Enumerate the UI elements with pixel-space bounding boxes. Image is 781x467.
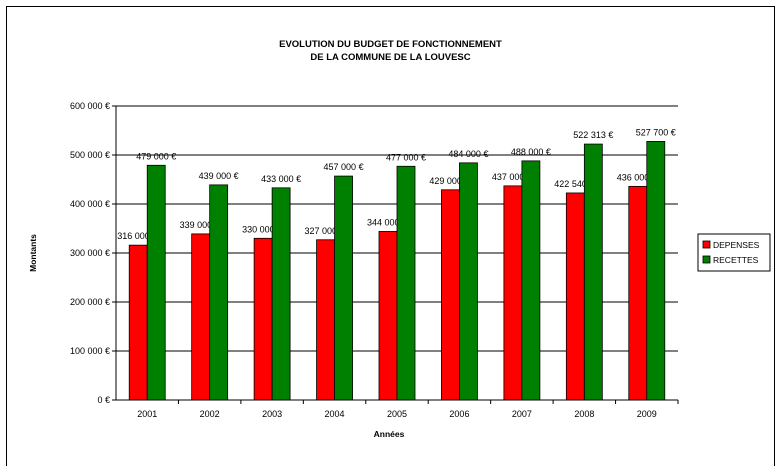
bar-depenses [628,185,648,401]
bar-recettes [521,160,541,401]
y-tick-label: 500 000 € [70,150,110,160]
x-tick-label: 2008 [574,409,594,419]
bar-depenses [316,239,335,401]
data-label: 433 000 € [261,174,301,184]
data-label: 330 000 € [242,224,282,234]
data-label: 327 000 € [305,226,345,236]
data-label: 522 313 € [573,130,613,140]
bar-depenses [253,237,273,401]
y-tick-label: 600 000 € [70,101,110,111]
legend-label-depenses: DEPENSES [713,240,760,250]
x-tick-label: 2007 [512,409,532,419]
bar-depenses [565,192,585,401]
chart-title-line-1: EVOLUTION DU BUDGET DE FONCTIONNEMENT [279,39,502,50]
x-tick-label: 2006 [449,409,469,419]
bar-depenses [191,233,211,401]
bar-depenses [128,244,148,401]
legend-swatch-depenses [702,240,711,249]
data-label: 488 000 € [511,147,551,157]
bar-recettes [646,141,666,401]
y-tick-label: 100 000 € [70,346,110,356]
y-tick-label: 300 000 € [70,248,110,258]
x-tick-label: 2009 [637,409,657,419]
legend: DEPENSES RECETTES [697,233,771,272]
data-label: 344 000 € [367,217,407,227]
data-label: 437 000 € [492,172,532,182]
data-label: 316 000 € [117,231,157,241]
x-tick-label: 2001 [137,409,157,419]
x-tick-label: 2002 [200,409,220,419]
bar-recettes [583,143,603,401]
legend-swatch-recettes [702,255,711,264]
data-label: 477 000 € [386,152,426,162]
bar-depenses [441,189,460,401]
x-axis-label: Années [374,429,405,439]
y-axis-label: Montants [28,234,38,272]
data-label: 439 000 € [199,171,239,181]
bar-depenses [503,185,523,401]
data-label: 422 540 € [554,179,594,189]
plot-area: 0 € 100 000 € 200 000 € 300 000 € 400 000 € 5… [28,101,679,439]
bar-recettes [271,187,291,401]
bar-recettes [334,175,353,401]
data-label: 479 000 € [136,151,176,161]
x-tick-label: 2004 [325,409,345,419]
x-tick-label: 2005 [387,409,407,419]
y-tick-label: 200 000 € [70,297,110,307]
x-tick-label: 2003 [262,409,282,419]
chart-title-line-2: DE LA COMMUNE DE LA LOUVESC [310,52,471,63]
legend-box [697,233,771,272]
bar-recettes [396,165,416,401]
data-label: 436 000 € [617,172,657,182]
bar-recettes [459,162,478,401]
y-tick-label: 400 000 € [70,199,110,209]
y-tick-label: 0 € [97,395,110,405]
data-label: 339 000 € [180,220,220,230]
data-label: 429 000 € [429,176,469,186]
data-label: 484 000 € [448,149,488,159]
bar-recettes [146,164,166,401]
bar-recettes [209,184,229,401]
chart-title: EVOLUTION DU BUDGET DE FONCTIONNEMENT DE… [0,38,781,64]
bar-depenses [378,231,398,401]
data-label: 457 000 € [324,162,364,172]
data-label: 527 700 € [636,127,676,137]
legend-label-recettes: RECETTES [713,255,759,265]
